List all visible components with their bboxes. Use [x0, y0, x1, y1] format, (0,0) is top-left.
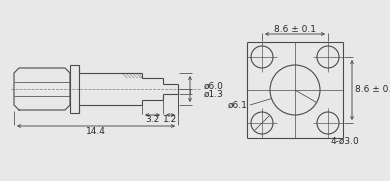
Text: ø1.3: ø1.3 [204, 90, 224, 99]
Text: ø6.0: ø6.0 [204, 81, 224, 90]
Text: 8.6 ± 0.1: 8.6 ± 0.1 [355, 85, 390, 94]
Text: 3.2: 3.2 [145, 115, 160, 125]
Text: 14.4: 14.4 [86, 127, 106, 136]
Text: 1.2: 1.2 [163, 115, 177, 125]
Text: ø6.1: ø6.1 [228, 100, 248, 110]
Text: 8.6 ± 0.1: 8.6 ± 0.1 [274, 24, 316, 33]
Text: 4-ø3.0: 4-ø3.0 [331, 136, 360, 146]
